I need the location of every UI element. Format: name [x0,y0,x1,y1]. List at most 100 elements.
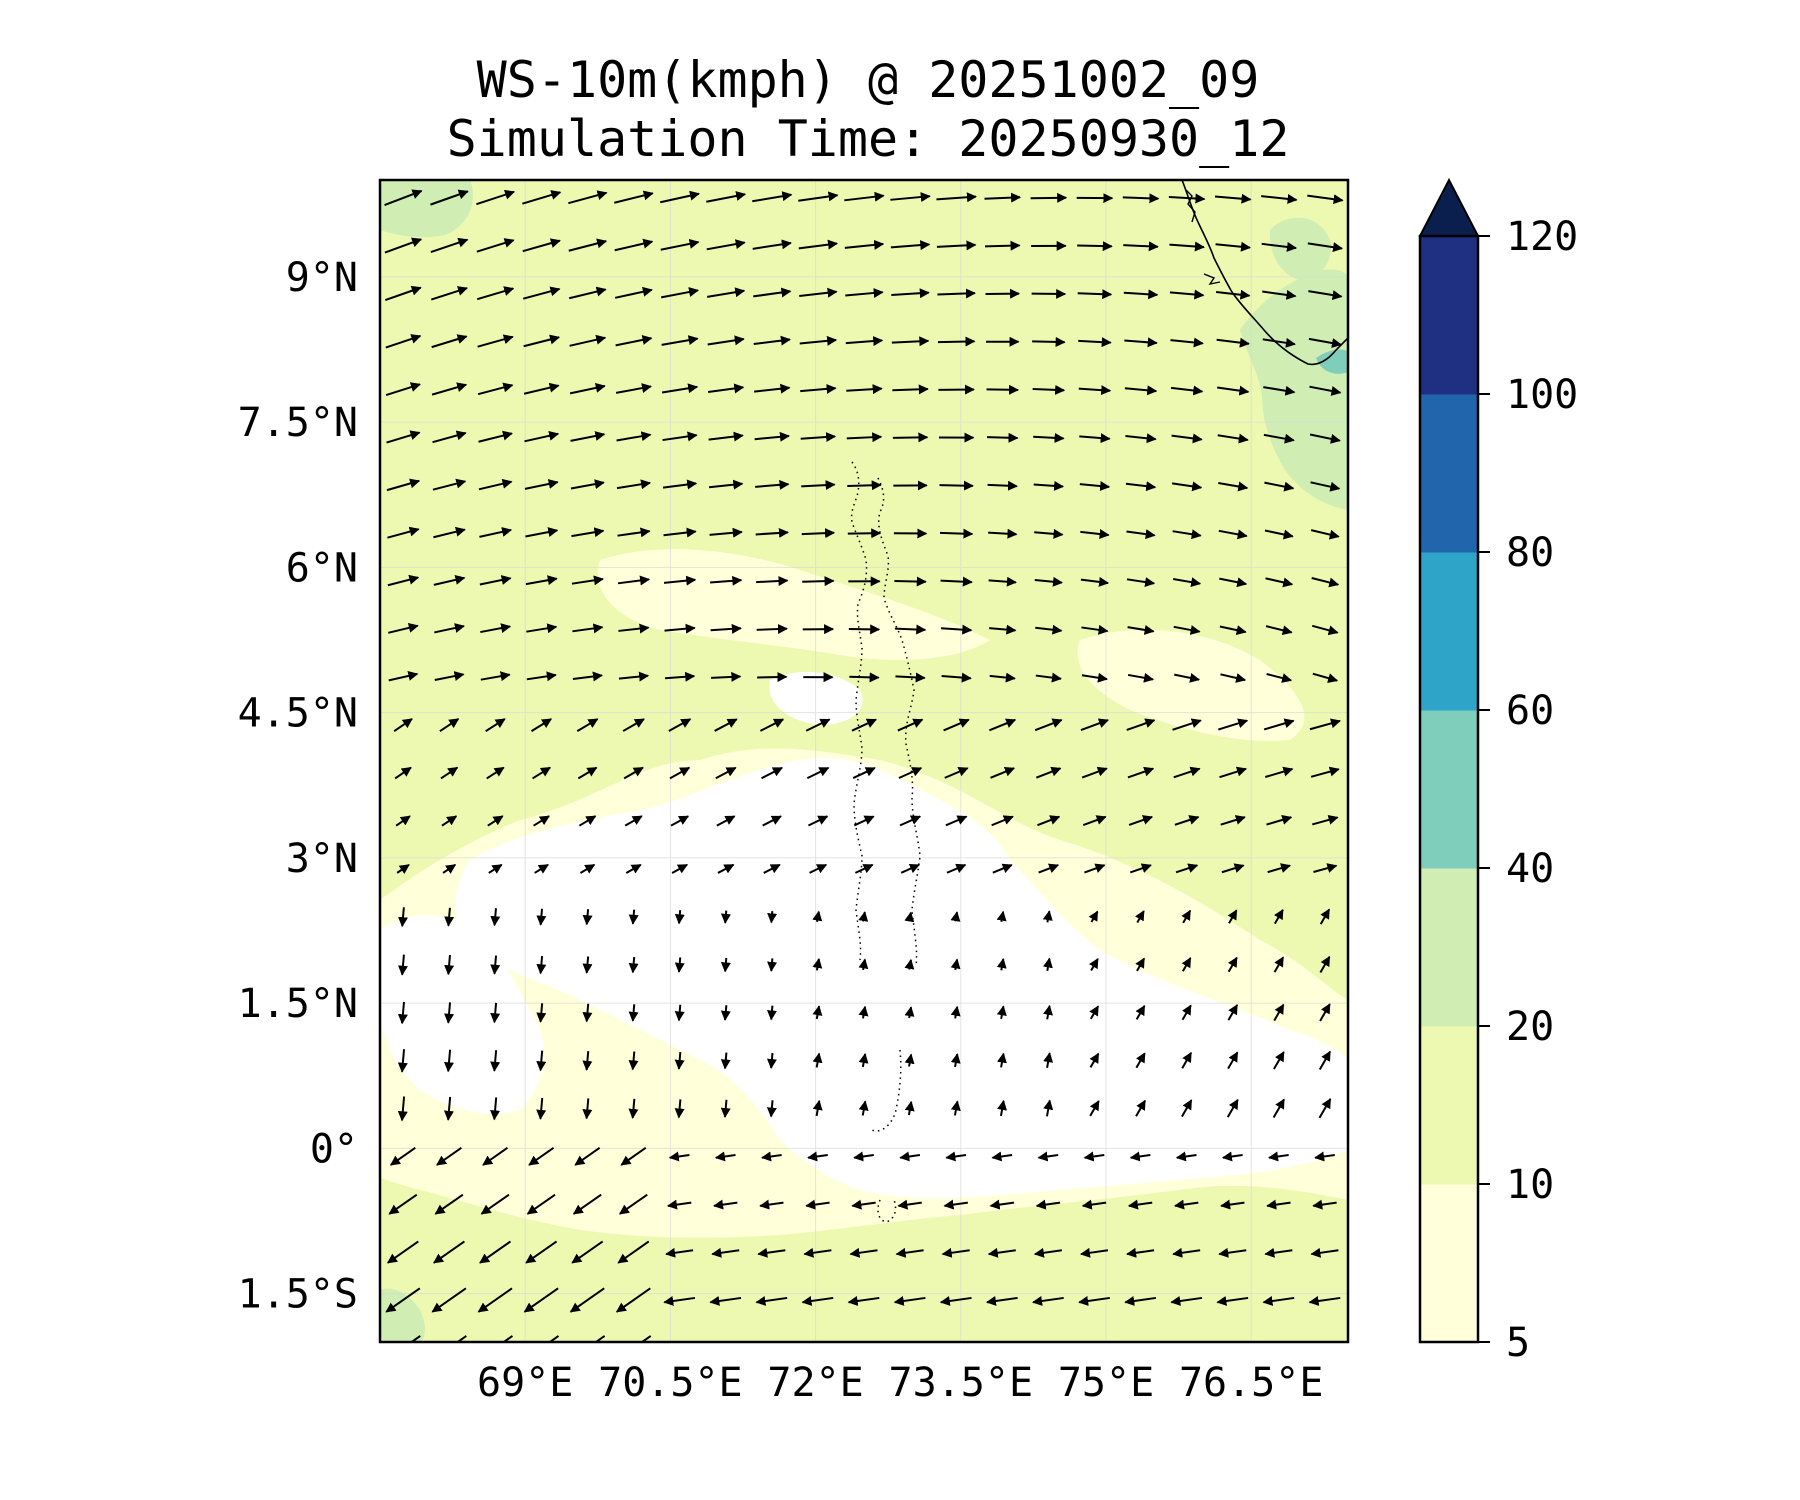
wind-arrow [1035,766,1062,779]
wind-arrow [891,288,930,299]
wind-arrow [846,432,883,443]
wind-arrow [614,286,653,299]
wind-arrow [1308,290,1343,301]
shading-20-40-topleft [380,180,473,238]
colorbar-tick-label: 60 [1506,688,1554,734]
wind-arrow [812,957,823,971]
wind-arrow [720,910,731,924]
wind-arrow [1129,863,1152,874]
latitude-tick-labels: 9°N 7.5°N 6°N 4.5°N 3°N 1.5°N 0° 1.5°S [238,255,358,1318]
wind-arrow [615,1287,651,1313]
coastline-inlet [1203,273,1221,286]
wind-arrow [432,478,467,491]
wind-arrow [479,575,512,586]
map-area [380,180,1348,1351]
wind-arrow [1123,1346,1157,1351]
wind-arrow [1173,766,1201,779]
wind-arrow [939,1296,972,1306]
colorbar-swatch [1420,394,1478,553]
map-subtitle: Simulation Time: 20250930_12 [446,110,1290,168]
wind-arrow [1032,336,1066,347]
wind-arrow [1126,577,1156,587]
wind-arrow [858,1053,869,1068]
wind-arrow [536,1097,547,1120]
wind-arrow [767,958,778,972]
wind-arrow [936,192,977,203]
wind-arrow [674,957,685,973]
wind-arrow [715,766,737,780]
wind-arrow [1127,672,1155,683]
wind-arrow [756,624,788,635]
wind-arrow [397,1096,408,1122]
wind-arrow [1220,1199,1245,1210]
wind-arrow [443,1096,454,1121]
wind-arrow [1170,337,1204,348]
wind-arrow [706,191,747,203]
wind-arrow [1127,624,1155,635]
wind-arrow [618,1193,648,1215]
lon-tick-label: 75°E [1058,1360,1154,1406]
wind-arrow [661,383,699,394]
wind-arrow [1267,863,1291,874]
wind-arrow [1127,766,1155,779]
wind-arrow [572,1193,602,1215]
wind-arrow [625,863,642,874]
shading-20-40-top [1269,217,1331,280]
wind-arrow [802,576,835,587]
wind-arrow [523,382,560,395]
wind-arrow [1309,718,1341,731]
wind-arrow [664,623,696,634]
wind-arrow [526,671,557,682]
lat-tick-label: 7.5°N [238,400,358,446]
wind-arrow [669,766,691,780]
wind-arrow [1261,193,1298,204]
wind-arrow [1264,1247,1293,1258]
wind-arrow [1129,1151,1151,1162]
wind-arrow [628,1004,639,1022]
wind-arrow [674,1004,685,1022]
wind-arrow [940,624,973,635]
wind-arrow [479,1240,512,1264]
wind-arrow [899,815,922,827]
wind-arrow [1310,529,1340,540]
wind-arrow [395,815,411,827]
wind-arrow [997,1052,1007,1068]
wind-arrow [1035,672,1062,683]
wind-arrow [582,909,593,926]
wind-arrow [1311,577,1340,588]
wind-arrow [798,239,839,250]
wind-arrow [568,238,608,252]
wind-arrow [671,863,688,874]
wind-arrow [525,527,559,538]
wind-arrow [384,237,423,254]
wind-arrow [1172,1247,1201,1258]
wind-arrow [441,815,458,827]
wind-arrow [1181,1099,1193,1118]
wind-arrow [845,336,884,347]
wind-arrow [904,1053,915,1067]
wind-arrow [1081,1199,1107,1210]
wind-arrow [670,815,690,827]
wind-arrow [709,1296,742,1306]
wind-arrow [991,1151,1013,1162]
wind-arrow [530,718,553,733]
wind-arrow [1037,815,1061,827]
wind-arrow [582,1098,593,1120]
wind-arrow [844,191,885,202]
wind-arrow [939,480,974,491]
wind-arrow [571,527,605,538]
wind-arrow [801,528,836,539]
wind-arrow [1309,385,1342,396]
wind-arrow [576,718,599,732]
wind-arrow [1124,385,1158,396]
wind-arrow [1216,337,1250,348]
wind-arrow [1078,1296,1110,1306]
wind-arrow [1037,1151,1059,1162]
maldives-atolls [850,461,921,1223]
wind-arrow [661,335,699,346]
wind-arrow [660,287,700,299]
wind-arrow [522,190,562,205]
wind-arrow [628,1051,639,1071]
wind-arrow [385,1287,421,1313]
wind-arrow [1263,433,1295,444]
